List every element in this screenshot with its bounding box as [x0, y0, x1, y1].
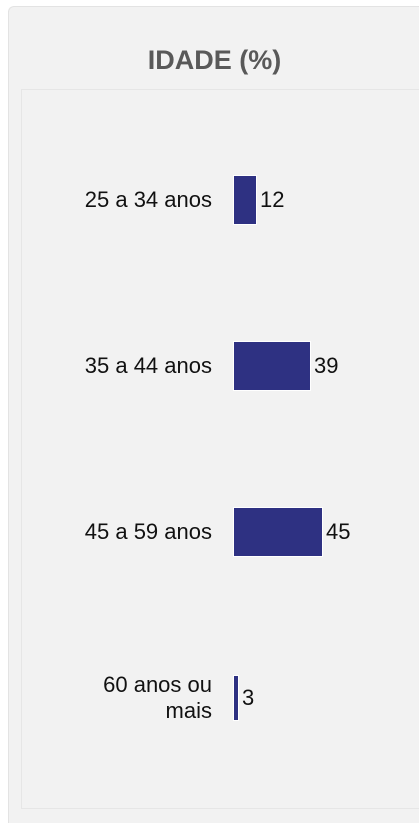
value-label: 39: [314, 353, 339, 378]
category-label: 60 anos ou mais: [103, 672, 212, 723]
value-label: 12: [260, 187, 285, 212]
chart-card: IDADE (%): [8, 6, 419, 823]
chart-title: IDADE (%): [147, 45, 282, 75]
bar: [233, 175, 257, 225]
bar: [233, 341, 311, 391]
value-label: 3: [242, 685, 255, 710]
category-label: 35 a 44 anos: [84, 353, 212, 378]
bar: [233, 507, 323, 557]
category-label: 25 a 34 anos: [84, 187, 212, 212]
value-label: 45: [326, 519, 351, 544]
category-label: 45 a 59 anos: [84, 519, 212, 544]
chart-panel: [21, 89, 419, 809]
bar: [233, 675, 239, 721]
